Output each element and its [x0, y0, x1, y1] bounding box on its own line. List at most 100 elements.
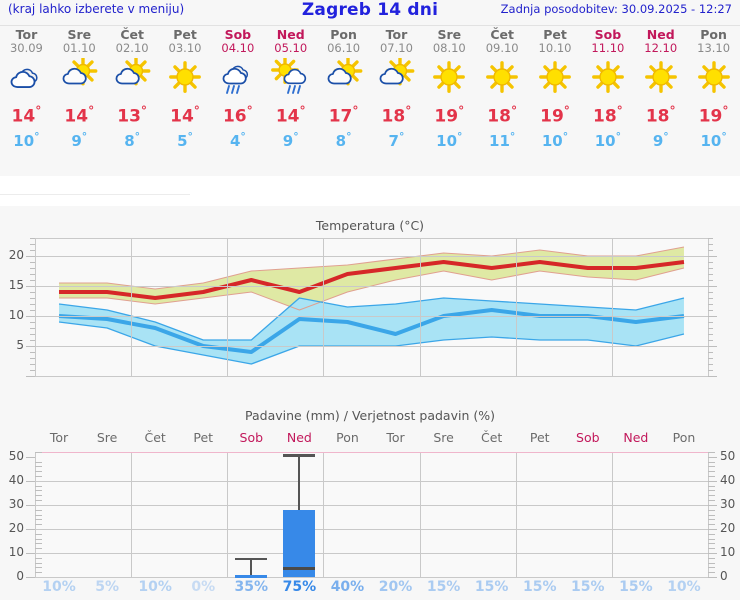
degree-symbol: ° [458, 104, 465, 118]
day-date: 01.10 [62, 41, 96, 55]
partly-sunny-icon [321, 58, 367, 98]
precipitation-probability: 20% [378, 579, 413, 595]
degree-symbol: ° [510, 104, 518, 118]
day-name: Čet [490, 27, 514, 42]
precipitation-day-label: Sre [96, 430, 118, 445]
degree-symbol: ° [398, 129, 405, 143]
temp-max-value: 19 [540, 106, 564, 127]
forecast-day-column: Ned 05.10 14° 9° [264, 28, 317, 176]
temp-max: 19° [699, 101, 729, 127]
forecast-day-column: Pon 06.10 17° 8° [317, 28, 370, 176]
temp-min: 8° [336, 127, 352, 151]
precipitation-day-label: Pon [672, 430, 696, 445]
precipitation-probability: 0% [191, 579, 216, 595]
precipitation-day-label: Pet [193, 430, 214, 445]
degree-symbol: ° [669, 104, 676, 118]
temperature-chart-title: Temperatura (°C) [315, 218, 425, 233]
day-name: Tor [15, 27, 38, 42]
forecast-day-column: Čet 02.10 13° 8° [106, 28, 159, 176]
temp-max-value: 17 [328, 106, 353, 127]
precipitation-chart-title: Padavine (mm) / Verjetnost padavin (%) [245, 408, 495, 423]
precipitation-day-label: Čet [144, 430, 166, 445]
day-date: 06.10 [327, 41, 361, 55]
precipitation-whisker [250, 557, 253, 577]
temp-min: 10° [700, 127, 726, 151]
day-name: Sob [594, 27, 622, 42]
degree-symbol: ° [34, 129, 40, 143]
day-date: 09.10 [485, 41, 519, 55]
temp-min-value: 4 [229, 131, 241, 150]
day-date: 03.10 [168, 41, 202, 55]
temp-max: 14° [276, 101, 306, 127]
temp-max-value: 14 [11, 106, 36, 127]
precipitation-y-tick-label: 20 [8, 520, 24, 535]
degree-symbol: ° [352, 104, 359, 118]
precipitation-day-label: Tor [49, 430, 69, 445]
temp-min: 9° [283, 127, 299, 151]
temp-max: 19° [540, 101, 570, 127]
day-name: Pon [330, 27, 357, 42]
day-date: 12.10 [644, 41, 678, 55]
gap-hairline [0, 194, 190, 195]
precipitation-day-label: Sob [239, 430, 264, 445]
degree-symbol: ° [562, 129, 569, 143]
day-name: Pet [173, 27, 197, 42]
day-date: 02.10 [115, 41, 149, 55]
precipitation-probability: 10% [42, 579, 76, 595]
temp-max-value: 14 [64, 106, 89, 127]
forecast-day-column: Tor 07.10 18° 7° [370, 28, 423, 176]
temp-min-value: 10 [700, 131, 722, 150]
precipitation-day-label: Tor [386, 430, 405, 445]
day-name: Sre [67, 27, 92, 42]
degree-symbol: ° [346, 129, 352, 143]
precipitation-day-label: Čet [481, 430, 503, 445]
page-title: Zagreb 14 dni [301, 0, 439, 20]
day-date: 04.10 [221, 41, 255, 55]
precipitation-y-tick-label: 40 [8, 472, 24, 487]
section-gap [0, 176, 740, 206]
day-name: Ned [276, 27, 305, 42]
temp-min-value: 11 [489, 131, 510, 150]
degree-symbol: ° [193, 104, 200, 118]
rain-icon [215, 58, 261, 98]
degree-symbol: ° [663, 129, 669, 143]
temperature-y-tick-label: 10 [8, 308, 24, 322]
temperature-line [59, 260, 685, 300]
day-date: 11.10 [591, 41, 625, 55]
day-name: Čet [120, 27, 144, 42]
temp-min: 10° [595, 127, 621, 151]
cloudy-icon [3, 58, 49, 98]
precipitation-probability: 10% [667, 579, 701, 595]
degree-symbol: ° [134, 129, 141, 143]
degree-symbol: ° [405, 104, 412, 118]
partly-sunny-icon [56, 58, 102, 98]
forecast-day-column: Pet 10.10 19° 10° [529, 28, 582, 176]
precipitation-y-tick-label: 30 [8, 496, 24, 511]
temp-min: 5° [177, 127, 193, 151]
precipitation-whisker-cap [235, 557, 268, 561]
temp-min: 10° [542, 127, 568, 151]
day-name: Pet [543, 27, 567, 42]
temp-max-value: 18 [487, 106, 511, 127]
temp-max: 17° [329, 101, 359, 127]
forecast-day-column: Pet 03.10 14° 5° [159, 28, 212, 176]
precipitation-probability: 10% [138, 579, 172, 595]
temperature-series-layer [58, 246, 685, 365]
sunny-icon [691, 58, 737, 98]
day-date: 05.10 [274, 41, 308, 55]
temp-min: 9° [653, 127, 669, 151]
precipitation-bar [283, 509, 316, 577]
sunny-icon [532, 58, 578, 98]
day-date: 13.10 [697, 41, 731, 55]
precipitation-probability: 15% [426, 579, 461, 595]
day-date: 07.10 [379, 41, 413, 55]
temp-max: 18° [593, 101, 623, 127]
temp-min: 9° [71, 127, 87, 151]
degree-symbol: ° [615, 129, 622, 143]
degree-symbol: ° [81, 129, 88, 143]
partly-sunny-icon [373, 58, 419, 98]
degree-symbol: ° [88, 104, 95, 118]
day-date: 10.10 [538, 41, 572, 55]
temperature-y-tick-label: 20 [8, 248, 24, 262]
degree-symbol: ° [616, 104, 623, 118]
